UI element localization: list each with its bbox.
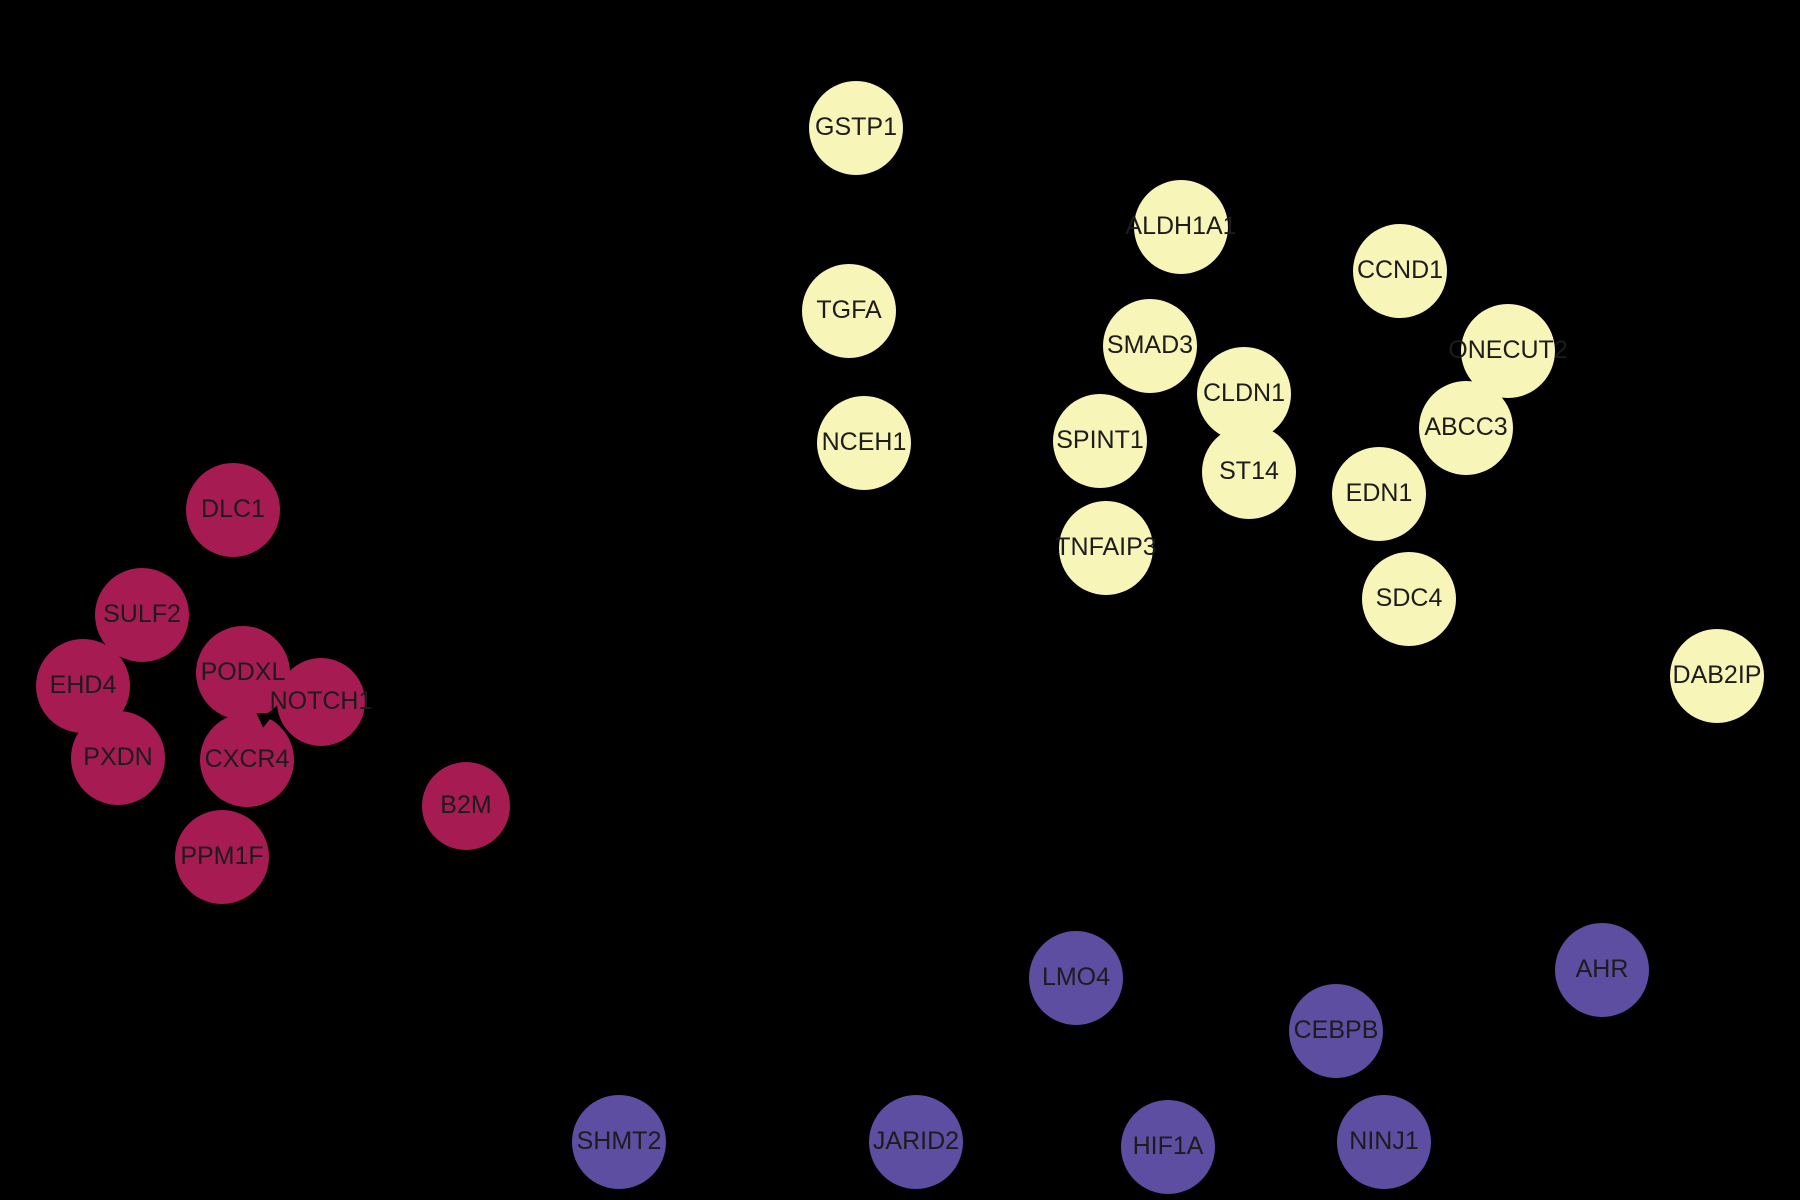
node-CXCR4[interactable] (200, 713, 294, 807)
node-label-DAB2IP: DAB2IP (1672, 661, 1762, 689)
node-LMO4[interactable] (1029, 931, 1123, 1025)
node-label-AHR: AHR (1575, 955, 1629, 983)
node-JARID2[interactable] (869, 1095, 963, 1189)
node-NCEH1[interactable] (817, 396, 911, 490)
node-PODXL[interactable] (196, 626, 290, 720)
node-NOTCH1[interactable] (277, 658, 365, 746)
node-ST14[interactable] (1202, 425, 1296, 519)
node-CCND1[interactable] (1353, 224, 1447, 318)
node-TGFA[interactable] (802, 264, 896, 358)
node-SDC4[interactable] (1362, 552, 1456, 646)
node-label-EHD4: EHD4 (49, 671, 117, 699)
node-HIF1A[interactable] (1121, 1100, 1215, 1194)
node-label-CXCR4: CXCR4 (204, 745, 290, 773)
node-label-NCEH1: NCEH1 (821, 428, 907, 456)
node-label-SMAD3: SMAD3 (1106, 331, 1194, 359)
node-label-ALDH1A1: ALDH1A1 (1125, 212, 1237, 240)
node-label-CLDN1: CLDN1 (1203, 379, 1285, 407)
node-SHMT2[interactable] (572, 1095, 666, 1189)
node-label-SDC4: SDC4 (1375, 584, 1443, 612)
node-label-EDN1: EDN1 (1345, 479, 1413, 507)
node-label-TGFA: TGFA (816, 296, 882, 324)
node-ALDH1A1[interactable] (1134, 180, 1228, 274)
node-ABCC3[interactable] (1419, 381, 1513, 475)
node-TNFAIP3[interactable] (1059, 501, 1153, 595)
node-label-GSTP1: GSTP1 (815, 113, 897, 141)
node-label-PODXL: PODXL (200, 658, 286, 686)
node-SMAD3[interactable] (1103, 299, 1197, 393)
node-NINJ1[interactable] (1337, 1095, 1431, 1189)
node-label-SHMT2: SHMT2 (576, 1127, 662, 1155)
node-GSTP1[interactable] (809, 81, 903, 175)
node-label-CEBPB: CEBPB (1293, 1016, 1379, 1044)
node-PPM1F[interactable] (175, 810, 269, 904)
node-label-DLC1: DLC1 (201, 495, 265, 523)
node-label-CCND1: CCND1 (1356, 256, 1444, 284)
node-label-ABCC3: ABCC3 (1424, 413, 1508, 441)
node-label-PPM1F: PPM1F (180, 842, 264, 870)
node-DLC1[interactable] (186, 463, 280, 557)
node-label-ONECUT2: ONECUT2 (1448, 336, 1568, 364)
node-label-NOTCH1: NOTCH1 (269, 687, 373, 715)
node-PXDN[interactable] (71, 711, 165, 805)
node-SULF2[interactable] (95, 568, 189, 662)
node-label-PXDN: PXDN (83, 743, 153, 771)
node-label-SULF2: SULF2 (103, 600, 181, 628)
node-EDN1[interactable] (1332, 447, 1426, 541)
node-DAB2IP[interactable] (1670, 629, 1764, 723)
node-label-ST14: ST14 (1219, 457, 1279, 485)
node-SPINT1[interactable] (1053, 394, 1147, 488)
node-label-B2M: B2M (440, 791, 492, 819)
node-label-SPINT1: SPINT1 (1056, 426, 1144, 454)
node-B2M[interactable] (422, 762, 510, 850)
node-label-HIF1A: HIF1A (1132, 1132, 1204, 1160)
node-AHR[interactable] (1555, 923, 1649, 1017)
node-CEBPB[interactable] (1289, 984, 1383, 1078)
node-label-LMO4: LMO4 (1041, 963, 1111, 991)
node-label-TNFAIP3: TNFAIP3 (1055, 533, 1157, 561)
node-label-NINJ1: NINJ1 (1349, 1127, 1419, 1155)
node-label-JARID2: JARID2 (872, 1127, 960, 1155)
